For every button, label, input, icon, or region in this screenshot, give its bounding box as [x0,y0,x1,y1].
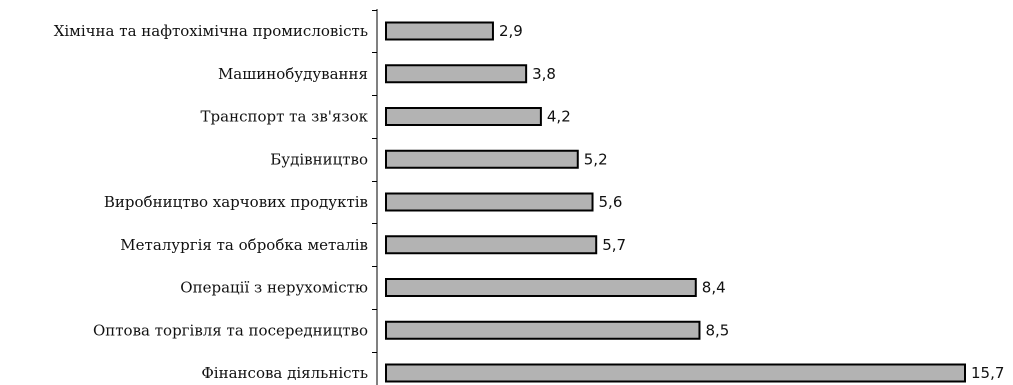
category-label: Хімічна та нафтохімічна промисловість [54,22,368,40]
value-label: 2,9 [499,22,523,40]
category-label: Виробництво харчових продуктів [104,193,368,211]
value-label: 5,2 [584,150,608,168]
value-label: 8,5 [705,321,729,339]
category-label: Машинобудування [218,65,368,83]
value-labels: 2,9 3,8 4,2 5,2 5,6 5,7 8,4 8,5 15,7 [499,22,1004,382]
category-label: Будівництво [270,150,368,168]
category-label: Операції з нерухомістю [180,279,368,297]
category-label: Металургія та обробка металів [120,236,368,254]
bar [385,21,494,41]
value-label: 15,7 [971,364,1004,382]
bar [385,278,697,297]
category-label: Фінансова діяльність [201,364,368,382]
bar [385,235,598,255]
bar [385,149,579,169]
bar [385,320,701,340]
value-label: 4,2 [547,108,571,126]
value-label: 3,8 [532,65,556,83]
category-label: Транспорт та зв'язок [201,108,369,126]
value-label: 5,6 [599,193,623,211]
category-labels: Хімічна та нафтохімічна промисловість Маш… [54,22,369,382]
value-label: 5,7 [602,236,626,254]
bar [385,192,594,212]
value-label: 8,4 [702,279,726,297]
category-label: Оптова торгівля та посередництво [93,321,368,339]
bar [385,64,528,84]
bars-layer [385,21,966,383]
axis-layer [372,9,378,385]
bar [385,363,966,383]
bar [385,107,542,126]
